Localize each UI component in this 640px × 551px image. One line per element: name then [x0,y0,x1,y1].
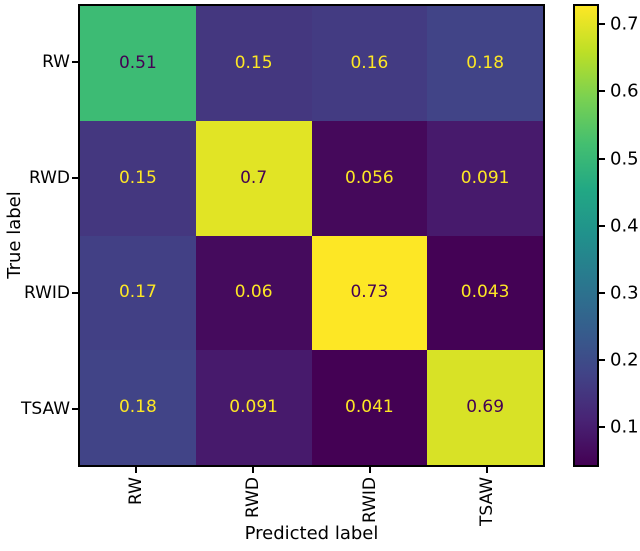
x-tick-label: RW [126,477,147,505]
x-axis-title: Predicted label [244,523,379,544]
x-tick-label: RWID [359,477,380,524]
colorbar-tick-mark [599,359,605,362]
y-tick-label: RW [42,51,70,72]
heatmap-grid: 0.51 0.15 0.16 0.18 0.15 0.7 0.056 0.091 0.17 0.0… [80,6,543,465]
x-tick-label: RWD [243,477,264,519]
y-axis-title: True label [4,191,25,279]
y-tick-label: RWID [23,283,70,304]
heatmap-cell: 0.73 [311,235,428,351]
colorbar-tick-mark [599,157,605,160]
heatmap-cell: 0.51 [80,6,196,121]
heatmap-cell: 0.041 [311,350,428,465]
y-tick-label: RWD [28,167,70,188]
heatmap-cell: 0.091 [195,350,312,465]
colorbar-tick-label: 0.3 [610,282,639,304]
colorbar [573,4,599,467]
heatmap-cell: 0.17 [80,235,196,351]
heatmap-cell: 0.16 [311,6,428,121]
x-tick-label: TSAW [476,477,497,526]
colorbar-tick-mark [599,224,605,227]
colorbar-tick-mark [599,291,605,294]
heatmap-cell: 0.18 [427,6,543,121]
heatmap-cell: 0.69 [427,350,543,465]
x-tick-mark [135,467,138,473]
heatmap-cell: 0.06 [195,235,312,351]
colorbar-tick-label: 0.6 [610,80,639,102]
heatmap-cell: 0.056 [311,120,428,236]
x-tick-mark [252,467,255,473]
colorbar-tick-label: 0.4 [610,215,639,237]
heatmap-cell: 0.043 [427,235,543,351]
y-tick-mark [72,408,78,411]
y-tick-mark [72,176,78,179]
colorbar-tick-mark [599,23,605,26]
x-tick-mark [485,467,488,473]
y-tick-mark [72,60,78,63]
colorbar-tick-label: 0.2 [610,349,639,371]
y-tick-mark [72,292,78,295]
x-tick-mark [368,467,371,473]
y-tick-label: TSAW [21,399,70,420]
colorbar-tick-mark [599,426,605,429]
colorbar-tick-label: 0.5 [610,148,639,170]
heatmap-cell: 0.7 [195,120,312,236]
heatmap-cell: 0.18 [80,350,196,465]
heatmap-cell: 0.15 [195,6,312,121]
plot-area: 0.51 0.15 0.16 0.18 0.15 0.7 0.056 0.091 0.17 0.0… [78,4,545,467]
colorbar-tick-mark [599,90,605,93]
colorbar-tick-label: 0.1 [610,416,639,438]
heatmap-cell: 0.091 [427,120,543,236]
heatmap-cell: 0.15 [80,120,196,236]
colorbar-tick-label: 0.7 [610,13,639,35]
